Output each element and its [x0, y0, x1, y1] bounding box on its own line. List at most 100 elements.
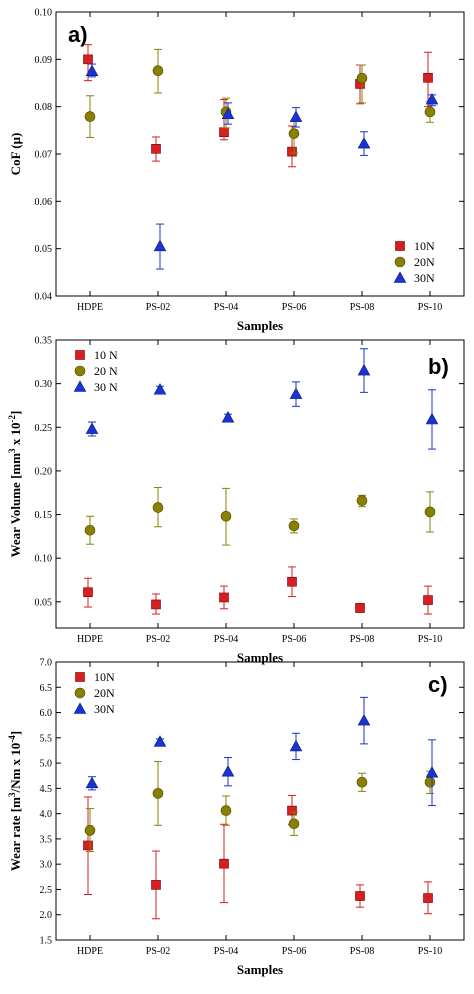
legend-label: 20N — [94, 686, 115, 700]
legend-label: 30N — [414, 271, 435, 285]
data-point — [288, 128, 300, 139]
legend-label: 10N — [414, 239, 435, 253]
series-20n — [84, 486, 436, 546]
data-point — [220, 510, 232, 522]
data-point — [424, 506, 436, 518]
data-point — [356, 495, 368, 506]
y-tick-label: 1.5 — [40, 936, 53, 947]
data-point — [153, 383, 167, 395]
y-axis-title: Wear Volume [mm3 x 10-2] — [7, 411, 23, 558]
data-point — [287, 805, 297, 816]
series-30n — [85, 63, 439, 270]
x-axis-title: Samples — [237, 962, 283, 977]
legend-marker — [394, 256, 406, 268]
data-point — [85, 776, 99, 789]
data-point — [152, 788, 164, 799]
data-point — [84, 111, 96, 122]
x-tick-label: PS-08 — [350, 634, 374, 645]
y-axis-title: Wear rate [m3/Nm x 10-4] — [7, 731, 23, 871]
data-point — [220, 805, 232, 816]
x-tick-label: PS-02 — [146, 302, 170, 313]
data-point — [423, 595, 433, 605]
y-tick-label: 2.0 — [40, 910, 53, 921]
x-tick-label: PS-06 — [282, 634, 306, 645]
legend-label: 10N — [94, 670, 115, 684]
y-tick-label: 5.0 — [40, 759, 53, 770]
legend-marker — [393, 271, 407, 283]
y-axis-title-part: ] — [8, 411, 23, 415]
panel-label: a) — [68, 22, 88, 47]
series-30n — [85, 696, 439, 807]
x-tick-label: PS-10 — [418, 302, 442, 313]
data-point — [357, 714, 371, 726]
legend-marker — [395, 241, 405, 251]
data-point — [221, 411, 235, 423]
data-point — [289, 387, 303, 399]
y-axis-title-part: ] — [8, 731, 23, 735]
data-point — [85, 422, 99, 434]
y-tick-label: 5.5 — [40, 733, 53, 744]
y-tick-label: 6.0 — [40, 708, 53, 719]
data-point — [84, 825, 96, 836]
y-tick-label: 3.5 — [40, 834, 53, 845]
y-tick-label: 0.06 — [35, 197, 53, 208]
series-10n — [83, 794, 433, 920]
y-axis-title-part: Wear rate [m — [8, 797, 23, 871]
y-axis-title-part: x 10 — [8, 422, 23, 448]
data-point — [287, 576, 297, 587]
y-tick-label: 0.35 — [35, 336, 53, 347]
data-point — [219, 592, 229, 603]
data-point — [357, 136, 371, 149]
series-10n — [83, 566, 433, 615]
data-point — [357, 363, 371, 376]
x-tick-label: PS-04 — [214, 302, 238, 313]
y-tick-label: 0.25 — [35, 423, 53, 434]
data-point — [219, 858, 229, 869]
data-point — [288, 818, 300, 830]
panel-label: c) — [428, 672, 448, 697]
x-tick-label: PS-04 — [214, 946, 238, 957]
y-axis-title-part: -2 — [7, 414, 17, 422]
data-point — [221, 107, 235, 120]
y-tick-label: 0.20 — [35, 466, 53, 477]
data-point — [152, 502, 164, 513]
y-tick-label: 0.10 — [35, 8, 53, 19]
y-tick-label: 0.30 — [35, 379, 53, 390]
x-tick-label: PS-06 — [282, 302, 306, 313]
y-axis-title-part: 3 — [7, 448, 17, 453]
series-20n — [84, 48, 436, 154]
x-tick-label: PS-04 — [214, 634, 238, 645]
y-tick-label: 0.04 — [35, 292, 53, 303]
data-point — [151, 599, 161, 610]
y-axis-title-part: Wear Volume [mm — [8, 453, 23, 558]
legend-label: 10 N — [94, 348, 118, 362]
x-tick-label: PS-08 — [350, 946, 374, 957]
data-point — [153, 239, 167, 252]
legend-label: 20N — [414, 255, 435, 269]
data-point — [425, 92, 439, 105]
y-tick-label: 0.08 — [35, 102, 53, 113]
x-axis-title: Samples — [237, 318, 283, 333]
data-point — [85, 64, 99, 76]
y-tick-label: 7.0 — [40, 658, 53, 669]
data-point — [356, 72, 368, 84]
data-point — [355, 603, 365, 613]
y-tick-label: 0.07 — [35, 150, 53, 161]
panel-label: b) — [428, 354, 449, 379]
x-tick-label: HDPE — [77, 946, 103, 957]
y-axis-title-part: 3 — [7, 792, 17, 797]
series-30n — [85, 348, 439, 450]
data-point — [219, 127, 229, 138]
x-tick-label: PS-02 — [146, 634, 170, 645]
plot-frame — [55, 661, 465, 941]
x-tick-label: HDPE — [77, 634, 103, 645]
x-tick-label: PS-08 — [350, 302, 374, 313]
x-tick-label: PS-02 — [146, 946, 170, 957]
data-point — [83, 840, 93, 851]
data-point — [425, 412, 439, 425]
y-tick-label: 0.15 — [35, 510, 53, 521]
legend-label: 30 N — [94, 380, 118, 394]
data-point — [355, 891, 365, 901]
y-tick-label: 0.10 — [35, 554, 53, 565]
